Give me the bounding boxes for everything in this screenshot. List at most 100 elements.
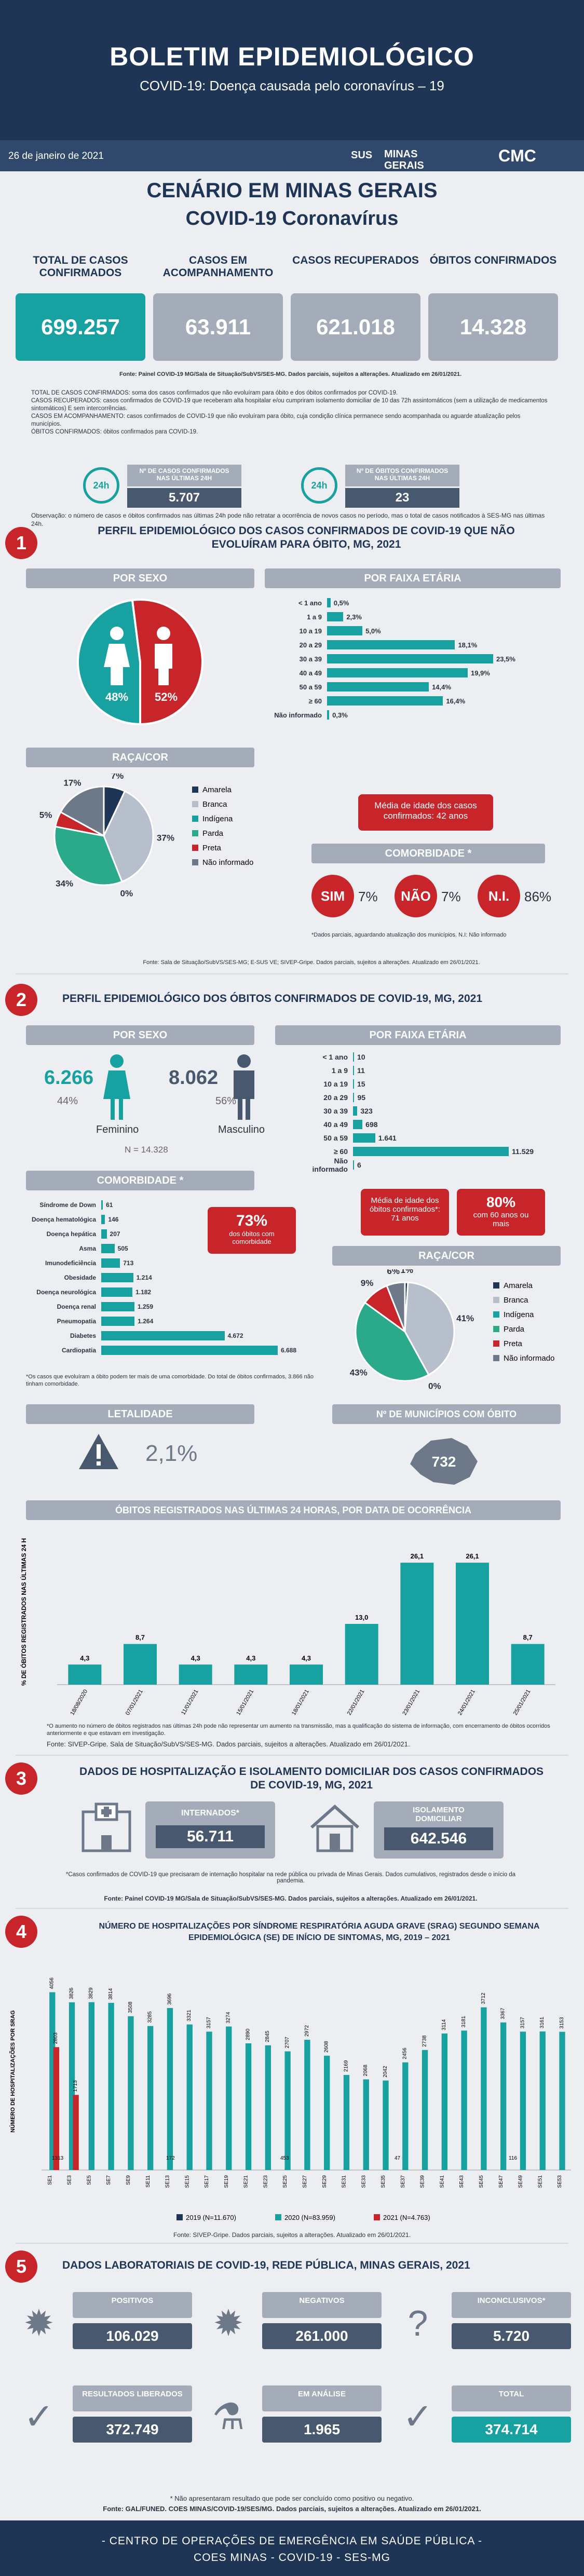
bar-row: ≥ 60 16,4% bbox=[270, 695, 465, 707]
bar bbox=[68, 1664, 102, 1685]
bar-value-label: 4,3 bbox=[302, 1654, 311, 1662]
virus-icon: ✹ bbox=[213, 2303, 244, 2343]
bar-category: Doença neurológica bbox=[36, 1289, 96, 1296]
x-tick-label: SE1 bbox=[47, 2175, 53, 2185]
bar bbox=[167, 2008, 173, 2170]
bar-value-label: 2738 bbox=[422, 2035, 427, 2047]
pie-label: 37% bbox=[157, 833, 174, 843]
bar-row: 30 a 39 323 bbox=[311, 1105, 373, 1117]
female-icon bbox=[103, 1054, 130, 1120]
legend-label: Preta bbox=[504, 1339, 523, 1348]
kpi-card: 63.911 bbox=[153, 293, 283, 361]
bar bbox=[353, 1160, 354, 1170]
s1-comorb-note: *Dados parciais, aguardando atualização … bbox=[311, 932, 507, 938]
s2-pct60: 80% bbox=[486, 1194, 516, 1210]
hospital-icon bbox=[82, 1802, 131, 1852]
s2-comorb-pct-box: 73% dos óbitos com comorbidade bbox=[208, 1207, 296, 1254]
section3-title: DADOS DE HOSPITALIZAÇÃO E ISOLAMENTO DOM… bbox=[79, 1766, 544, 1791]
comorb-value: 86% bbox=[524, 889, 552, 904]
bar-value-label: 13,0 bbox=[355, 1614, 368, 1621]
bar bbox=[53, 2047, 59, 2170]
bar-row: Asma 505 bbox=[16, 1243, 128, 1254]
bar-value-label: 3367 bbox=[500, 2008, 506, 2019]
male-icon bbox=[155, 644, 172, 685]
bar-value-label: 3161 bbox=[539, 2016, 545, 2028]
lab-label: NEGATIVOS bbox=[262, 2292, 382, 2318]
comorb-value: 7% bbox=[358, 889, 378, 904]
extra-value-label: 172 bbox=[166, 2155, 175, 2161]
bar bbox=[353, 1120, 363, 1129]
bar-value-label: 3285 bbox=[147, 2011, 153, 2023]
bar-row: Imunodeficiência 713 bbox=[16, 1257, 133, 1269]
s2-mean-age-box: Média de idade dos óbitos confirmados*: … bbox=[361, 1189, 449, 1236]
bar bbox=[539, 2031, 546, 2170]
bar-row: Não informado 6 bbox=[311, 1157, 361, 1173]
logo-mg: MINAS GERAIS bbox=[384, 148, 424, 171]
x-tick-label: 18/08/2020 bbox=[69, 1689, 89, 1717]
bar-value-label: 1.264 bbox=[138, 1318, 154, 1325]
x-tick-label: 18/01/2021 bbox=[291, 1689, 310, 1717]
section5-title: DADOS LABORATORIAIS DE COVID-19, REDE PÚ… bbox=[62, 2259, 470, 2271]
legend-label: 2019 (N=11.670) bbox=[186, 2214, 236, 2221]
bar-row: 50 a 59 1.641 bbox=[311, 1132, 397, 1144]
bar-value-label: 1.214 bbox=[136, 1274, 152, 1281]
section4-title: NÚMERO DE HOSPITALIZAÇÕES POR SÍNDROME R… bbox=[99, 1922, 540, 1942]
s3-hosp-value: 56.711 bbox=[156, 1825, 265, 1848]
kpi-label: TOTAL DE CASOS CONFIRMADOS bbox=[33, 254, 128, 279]
bar bbox=[88, 2002, 94, 2170]
bar-value-label: 3114 bbox=[441, 2019, 447, 2030]
bar-value-label: 2890 bbox=[245, 2028, 251, 2040]
s2-race-pie-chart: 1% 41% 0% 43% 9% 6% Amarela Branca Indígena Parda… bbox=[350, 1269, 555, 1391]
x-tick-label: SE25 bbox=[282, 2175, 288, 2188]
bar-category: ≥ 60 bbox=[308, 697, 322, 705]
bar-value-label: 4.672 bbox=[227, 1332, 243, 1339]
legend-swatch bbox=[275, 2214, 281, 2220]
s2-deaths24-bar-chart: % DE ÓBITOS REGISTRADOS NAS ÚLTIMAS 24 H… bbox=[20, 1538, 555, 1717]
s2-comorb-note: *Os casos que evoluíram a óbito podem te… bbox=[26, 1374, 314, 1387]
bar-row: Doença neurológica 1.182 bbox=[16, 1286, 151, 1298]
bar bbox=[304, 2040, 310, 2170]
pie-slice bbox=[404, 1281, 455, 1376]
x-tick-label: SE13 bbox=[165, 2175, 171, 2188]
lab-label: EM ANÁLISE bbox=[262, 2385, 382, 2411]
s2-deaths24-header: ÓBITOS REGISTRADOS NAS ÚLTIMAS 24 HORAS,… bbox=[26, 1500, 561, 1520]
pie-label: 34% bbox=[56, 879, 73, 889]
bar bbox=[327, 668, 468, 677]
bar-value-label: 3321 bbox=[186, 2010, 192, 2022]
x-tick-label: 07/01/2021 bbox=[125, 1689, 144, 1717]
bar-category: Não informado bbox=[274, 711, 322, 719]
s3-note: *Casos confirmados de COVID-19 que preci… bbox=[65, 1872, 516, 1884]
bar-value-label: 18,1% bbox=[458, 641, 478, 649]
x-tick-label: SE47 bbox=[498, 2175, 504, 2188]
bar-value-label: 4056 bbox=[49, 1977, 55, 1989]
bar-value-label: 505 bbox=[117, 1245, 128, 1252]
definition-line: CASOS RECUPERADOS: casos confirmados de … bbox=[31, 398, 548, 412]
s3-iso-label: ISOLAMENTO DOMICILIAR bbox=[413, 1806, 465, 1823]
s1-mean-age-text: Média de idade dos casos confirmados: 42… bbox=[374, 801, 477, 821]
bar-row: 10 a 19 15 bbox=[311, 1078, 365, 1090]
legend-swatch bbox=[192, 801, 198, 807]
section1-number: 1 bbox=[5, 527, 37, 559]
bar-value-label: 4,3 bbox=[191, 1654, 200, 1662]
bar-category: Doença hematológica bbox=[31, 1216, 96, 1223]
lab-label: RESULTADOS LIBERADOS bbox=[73, 2385, 192, 2411]
bar bbox=[101, 1346, 278, 1355]
s2-age-header: POR FAIXA ETÁRIA bbox=[275, 1025, 561, 1045]
bar-row: Doença renal 1.259 bbox=[16, 1301, 153, 1312]
bar-row: < 1 ano 0,5% bbox=[270, 597, 349, 608]
bar bbox=[456, 1563, 489, 1685]
legend-swatch bbox=[192, 830, 198, 836]
legend-swatch bbox=[493, 1311, 499, 1318]
divider bbox=[16, 1908, 568, 1909]
x-tick-label: SE3 bbox=[67, 2175, 73, 2185]
bar bbox=[327, 654, 493, 663]
s1-source: Fonte: Sala de Situação/SubVS/SES-MG; E-… bbox=[143, 959, 480, 966]
female-label: Feminino bbox=[96, 1124, 139, 1135]
bar-row: 50 a 59 14,4% bbox=[270, 681, 451, 693]
bar-row: 10 a 19 5,0% bbox=[270, 625, 381, 636]
bar-value-label: 1713 bbox=[73, 2080, 78, 2092]
bar bbox=[559, 2031, 565, 2170]
legend-swatch bbox=[493, 1340, 499, 1347]
bar bbox=[226, 2026, 232, 2170]
bar-value-label: 8,7 bbox=[135, 1634, 145, 1642]
